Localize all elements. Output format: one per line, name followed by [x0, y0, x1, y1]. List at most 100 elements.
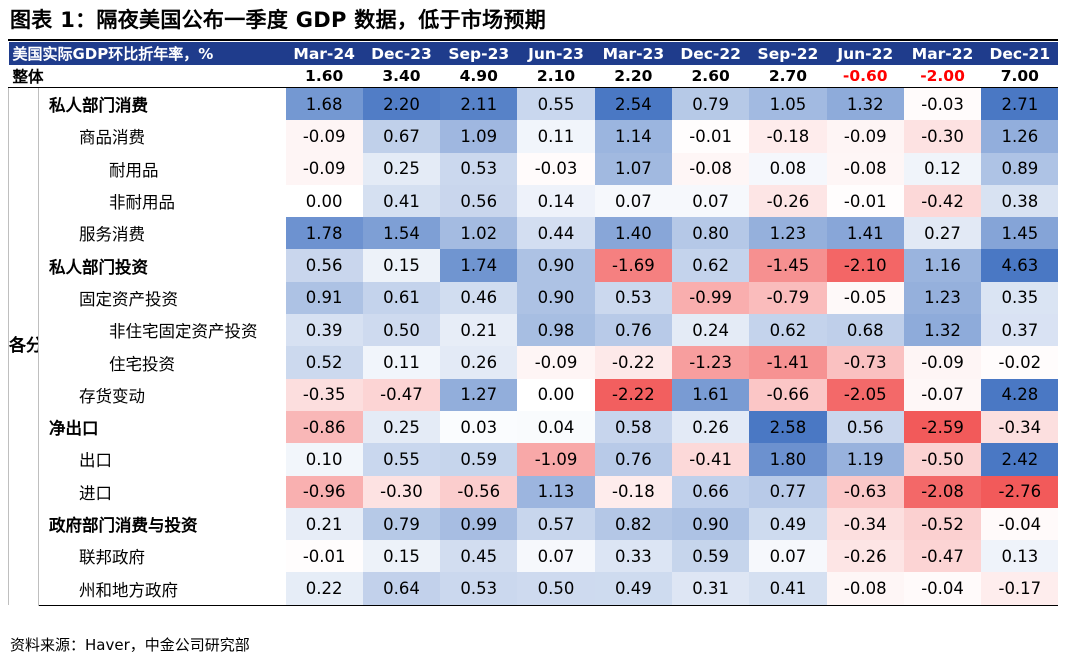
- table-row: 非住宅固定资产投资 0.39 0.50 0.21 0.98 0.76 0.24 0.62 0.6…: [9, 314, 1059, 347]
- value-cell: 0.21: [440, 314, 518, 347]
- value-cell: 1.40: [594, 217, 672, 250]
- value-cell: -2.76: [981, 475, 1059, 508]
- value-cell: -0.26: [749, 184, 827, 218]
- value-cell: 0.68: [826, 314, 904, 347]
- table-row: 固定资产投资 0.91 0.61 0.46 0.90 0.53 -0.99 -0.79 -0.0…: [9, 281, 1059, 315]
- value-cell: 0.62: [749, 314, 827, 347]
- value-cell: 0.41: [749, 572, 827, 606]
- value-cell: -0.42: [903, 184, 982, 218]
- source-note: 资料来源：Haver，中金公司研究部: [10, 636, 250, 654]
- value-cell: 0.53: [440, 152, 518, 185]
- value-cell: -0.47: [362, 378, 441, 411]
- value-cell: 0.59: [672, 540, 750, 573]
- value-cell: 1.41: [826, 217, 904, 250]
- value-cell: -0.66: [749, 378, 827, 411]
- value-cell: 0.49: [594, 572, 672, 606]
- value-cell: 0.64: [362, 572, 441, 606]
- column-header: Dec-23: [362, 42, 441, 65]
- value-cell: -0.99: [672, 281, 750, 315]
- table-row: 出口 0.10 0.55 0.59 -1.09 0.76 -0.41 1.80 1.19 -0.5…: [9, 443, 1059, 476]
- value-cell: -0.52: [903, 507, 982, 541]
- value-cell: 0.79: [362, 507, 441, 541]
- value-cell: 0.98: [517, 314, 595, 347]
- value-cell: 0.45: [440, 540, 518, 573]
- value-cell: -0.56: [440, 475, 518, 508]
- value-cell: -0.34: [826, 507, 904, 541]
- value-cell: 0.89: [981, 152, 1059, 185]
- value-cell: -0.09: [285, 152, 363, 185]
- value-cell: -0.41: [672, 443, 750, 476]
- value-cell: -0.35: [285, 378, 363, 411]
- value-cell: 1.23: [903, 281, 982, 315]
- value-cell: -0.86: [285, 410, 363, 444]
- value-cell: 0.90: [517, 281, 595, 315]
- value-cell: 0.67: [362, 120, 441, 153]
- total-value: 2.60: [672, 65, 750, 88]
- value-cell: 0.59: [440, 443, 518, 476]
- value-cell: -0.02: [981, 346, 1059, 379]
- total-value: 2.20: [594, 65, 672, 88]
- value-cell: 0.25: [362, 410, 441, 444]
- value-cell: 0.90: [672, 507, 750, 541]
- value-cell: 0.26: [672, 410, 750, 444]
- table-row: 存货变动 -0.35 -0.47 1.27 0.00 -2.22 1.61 -0.66 -2.0…: [9, 378, 1059, 411]
- value-cell: -0.04: [903, 572, 982, 606]
- value-cell: -0.09: [285, 120, 363, 153]
- value-cell: 0.56: [285, 249, 363, 282]
- value-cell: 2.42: [981, 443, 1059, 476]
- value-cell: -0.50: [903, 443, 982, 476]
- title-rule: [8, 39, 1058, 41]
- value-cell: -0.09: [903, 346, 982, 379]
- value-cell: 1.09: [440, 120, 518, 153]
- value-cell: -1.45: [749, 249, 827, 282]
- value-cell: -0.34: [981, 410, 1059, 444]
- value-cell: 1.07: [594, 152, 672, 185]
- value-cell: 0.55: [362, 443, 441, 476]
- side-label: 各分项拉动: [8, 87, 39, 606]
- value-cell: 1.26: [981, 120, 1059, 153]
- value-cell: 0.10: [285, 443, 363, 476]
- value-cell: -0.08: [826, 572, 904, 606]
- row-label: 商品消费: [79, 128, 145, 148]
- value-cell: 0.38: [981, 184, 1059, 218]
- column-header: Mar-23: [594, 42, 672, 65]
- value-cell: 1.80: [749, 443, 827, 476]
- value-cell: 0.57: [517, 507, 595, 541]
- value-cell: -0.26: [826, 540, 904, 573]
- row-label: 耐用品: [109, 160, 159, 180]
- value-cell: 0.04: [517, 410, 595, 444]
- value-cell: 0.37: [981, 314, 1059, 347]
- value-cell: 0.08: [749, 152, 827, 185]
- value-cell: 0.77: [749, 475, 827, 508]
- value-cell: 1.78: [285, 217, 363, 250]
- row-label: 出口: [79, 451, 112, 471]
- value-cell: 0.50: [362, 314, 441, 347]
- value-cell: -0.47: [903, 540, 982, 573]
- value-cell: -0.01: [672, 120, 750, 153]
- table-row: 联邦政府 -0.01 0.15 0.45 0.07 0.33 0.59 0.07 -0.26 -0…: [9, 540, 1059, 573]
- column-header: Sep-22: [749, 42, 827, 65]
- value-cell: -0.03: [517, 152, 595, 185]
- header-label: 美国实际GDP环比折年率，%: [8, 42, 286, 65]
- value-cell: -1.41: [749, 346, 827, 379]
- value-cell: 0.80: [672, 217, 750, 250]
- value-cell: -0.22: [594, 346, 672, 379]
- value-cell: 0.00: [517, 378, 595, 411]
- column-header: Jun-23: [517, 42, 595, 65]
- value-cell: 2.71: [981, 87, 1059, 121]
- row-label: 私人部门投资: [49, 257, 148, 277]
- column-header: Mar-22: [903, 42, 982, 65]
- value-cell: 0.07: [749, 540, 827, 573]
- gdp-contribution-table: 美国实际GDP环比折年率，% Mar-24 Dec-23 Sep-23 Jun-23 M…: [8, 42, 1059, 606]
- chart-title: 图表 1：隔夜美国公布一季度 GDP 数据，低于市场预期: [10, 8, 547, 32]
- value-cell: -1.09: [517, 443, 595, 476]
- table-row: 服务消费 1.78 1.54 1.02 0.44 1.40 0.80 1.23 1.41 0.27…: [9, 217, 1059, 250]
- value-cell: -1.69: [594, 249, 672, 282]
- value-cell: 0.22: [285, 572, 363, 606]
- total-value: 1.60: [285, 65, 363, 88]
- value-cell: -0.17: [981, 572, 1059, 606]
- value-cell: -1.23: [672, 346, 750, 379]
- value-cell: 0.12: [903, 152, 982, 185]
- value-cell: -0.08: [672, 152, 750, 185]
- value-cell: 1.68: [285, 87, 363, 121]
